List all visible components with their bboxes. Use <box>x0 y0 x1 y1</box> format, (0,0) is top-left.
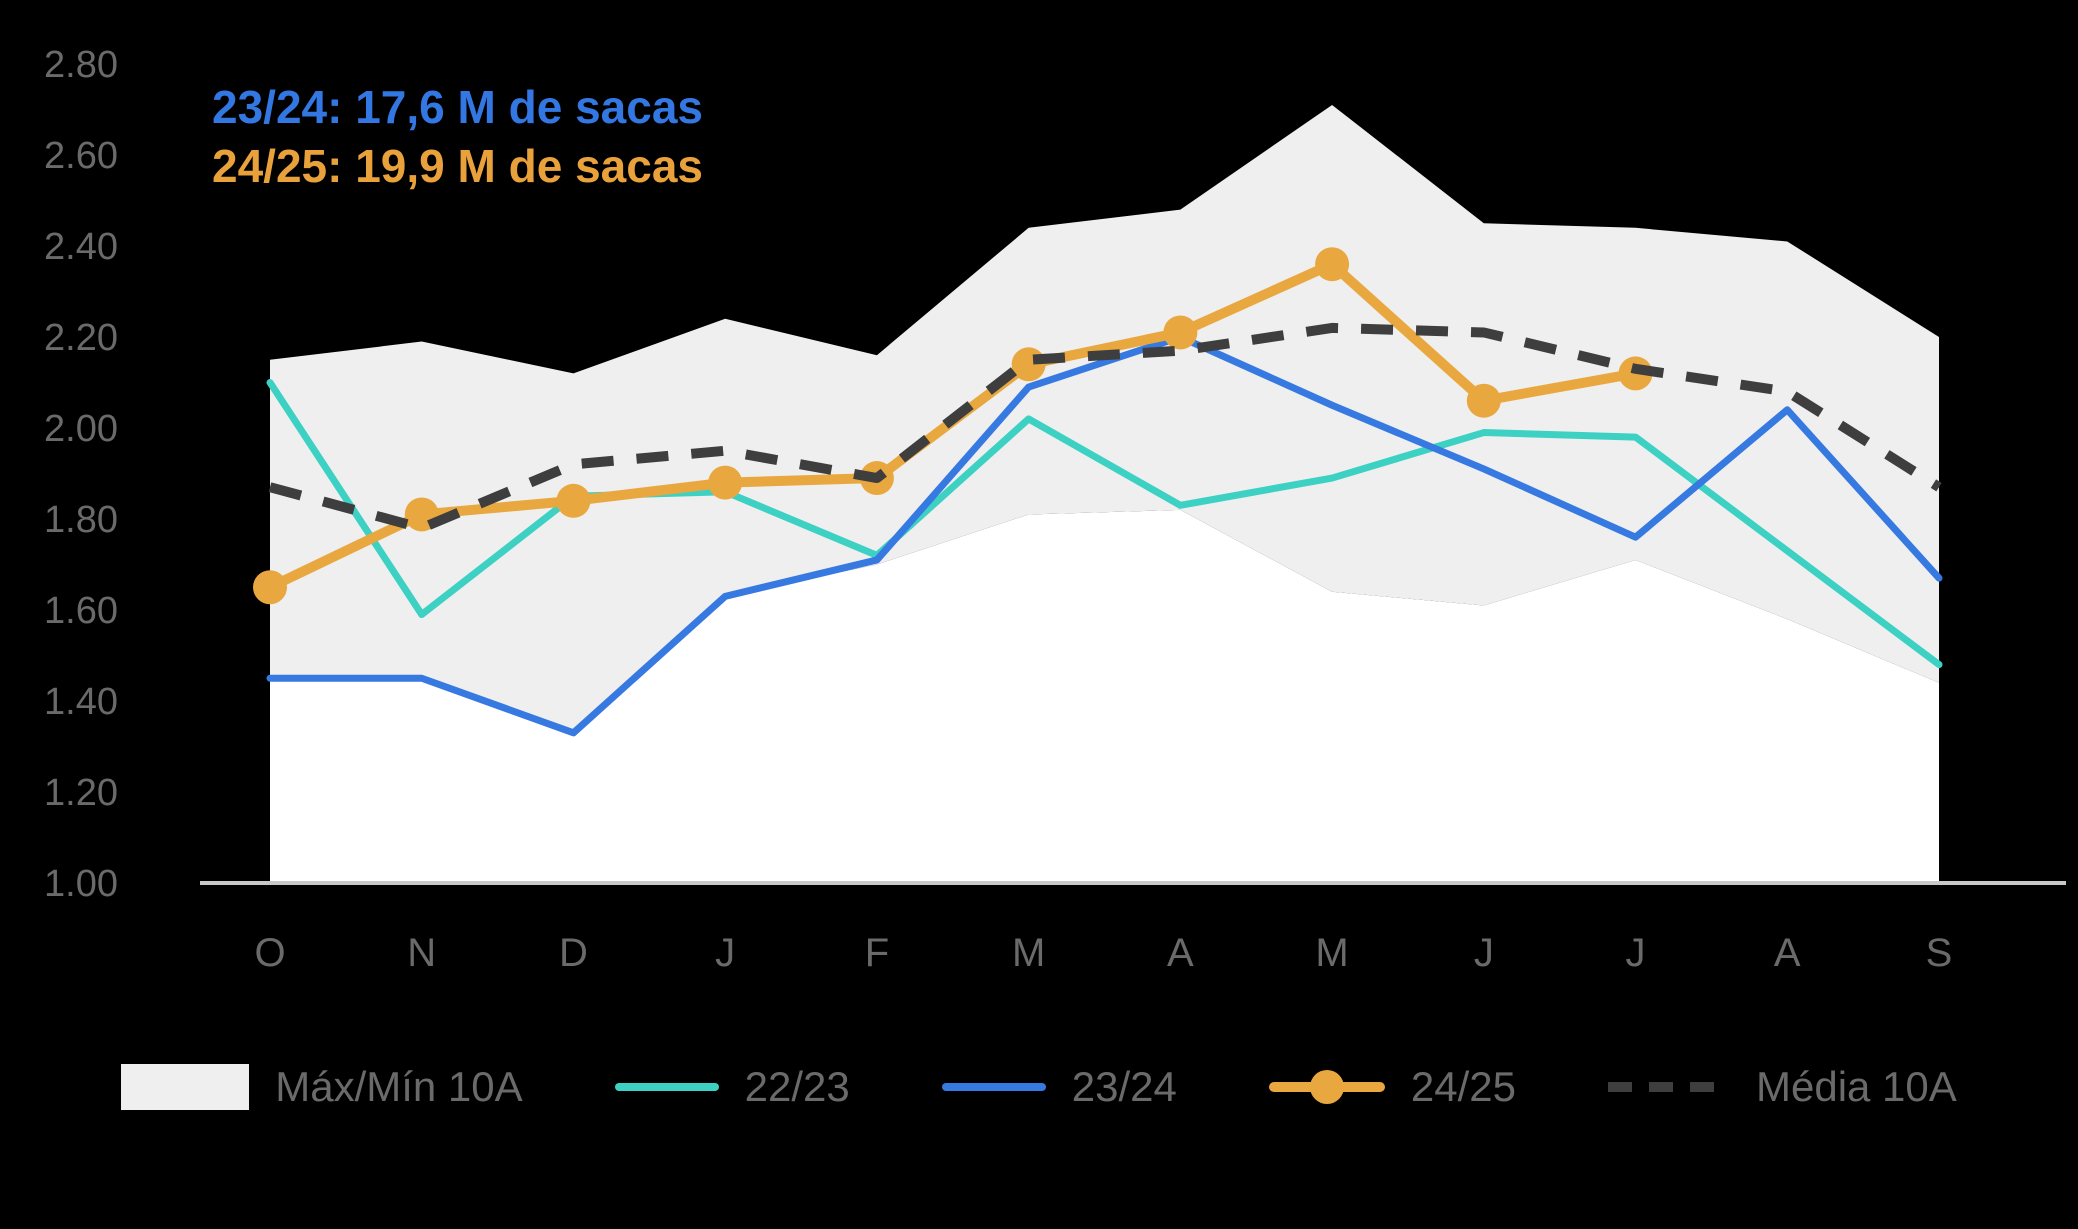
marker-24-25-a-6 <box>1163 315 1198 350</box>
orange-dot-icon <box>1309 1070 1344 1104</box>
marker-24-25-m-7 <box>1315 247 1350 282</box>
blue-line-swatch-icon <box>941 1083 1046 1091</box>
max-min-band <box>270 104 1939 733</box>
legend-label: Máx/Mín 10A <box>275 1063 523 1110</box>
y-tick-label: 2.20 <box>44 317 118 359</box>
legend-item-max-min: Máx/Mín 10A <box>121 1063 523 1111</box>
x-tick-label-3: J <box>715 931 735 975</box>
x-tick-label-4: F <box>865 931 889 975</box>
legend-label: 23/24 <box>1071 1063 1177 1110</box>
legend-item-23-24: 23/24 <box>941 1063 1177 1111</box>
y-tick-label: 2.80 <box>44 44 118 86</box>
x-tick-label-8: J <box>1474 931 1494 975</box>
legend-item-24-25: 24/25 <box>1268 1063 1516 1111</box>
y-tick-label: 1.80 <box>44 499 118 541</box>
marker-24-25-m-5 <box>1011 347 1046 382</box>
marker-24-25-o-0 <box>253 570 287 605</box>
annotation-24-25: 24/25: 19,9 M de sacas <box>212 140 703 192</box>
x-tick-label-5: M <box>1012 931 1045 975</box>
legend-label: 24/25 <box>1410 1063 1516 1110</box>
x-tick-label-11: S <box>1926 931 1953 975</box>
y-tick-label: 2.60 <box>44 135 118 177</box>
series-line-22-23 <box>266 379 1943 669</box>
marker-24-25-d-2 <box>556 483 591 518</box>
teal-line-swatch-icon <box>614 1083 719 1091</box>
x-tick-label-6: A <box>1167 931 1194 975</box>
y-tick-label: 2.40 <box>44 226 118 268</box>
y-tick-label: 1.40 <box>44 681 118 723</box>
x-tick-label-1: N <box>407 931 436 975</box>
band-swatch-icon <box>121 1064 250 1110</box>
x-tick-label-10: A <box>1774 931 1801 975</box>
marker-24-25-j-3 <box>708 465 743 500</box>
x-tick-label-0: O <box>254 931 285 975</box>
series-line-23-24 <box>266 333 1943 737</box>
plot-floor-area <box>270 509 1939 881</box>
legend-item-22-23: 22/23 <box>614 1063 850 1111</box>
chart-annotations: 23/24: 17,6 M de sacas 24/25: 19,9 M de … <box>212 78 703 196</box>
orange-line-marker-swatch-icon <box>1268 1070 1385 1104</box>
series-line-m-dia-10a <box>268 322 1942 534</box>
legend-label: Média 10A <box>1755 1063 1957 1110</box>
dashed-line-swatch-icon <box>1607 1082 1730 1092</box>
y-tick-label: 1.20 <box>44 772 118 814</box>
chart-legend: Máx/Mín 10A 22/23 23/24 24/25 Média 10A <box>0 1063 2078 1111</box>
legend-label: 22/23 <box>744 1063 850 1110</box>
y-tick-label: 2.00 <box>44 408 118 450</box>
y-tick-label: 1.00 <box>44 863 118 905</box>
y-tick-label: 1.60 <box>44 590 118 632</box>
x-tick-label-2: D <box>559 931 588 975</box>
marker-24-25-j-8 <box>1466 383 1501 418</box>
x-tick-label-9: J <box>1626 931 1646 975</box>
annotation-23-24: 23/24: 17,6 M de sacas <box>212 81 703 133</box>
legend-item-media-10a: Média 10A <box>1607 1063 1957 1111</box>
x-tick-label-7: M <box>1315 931 1348 975</box>
